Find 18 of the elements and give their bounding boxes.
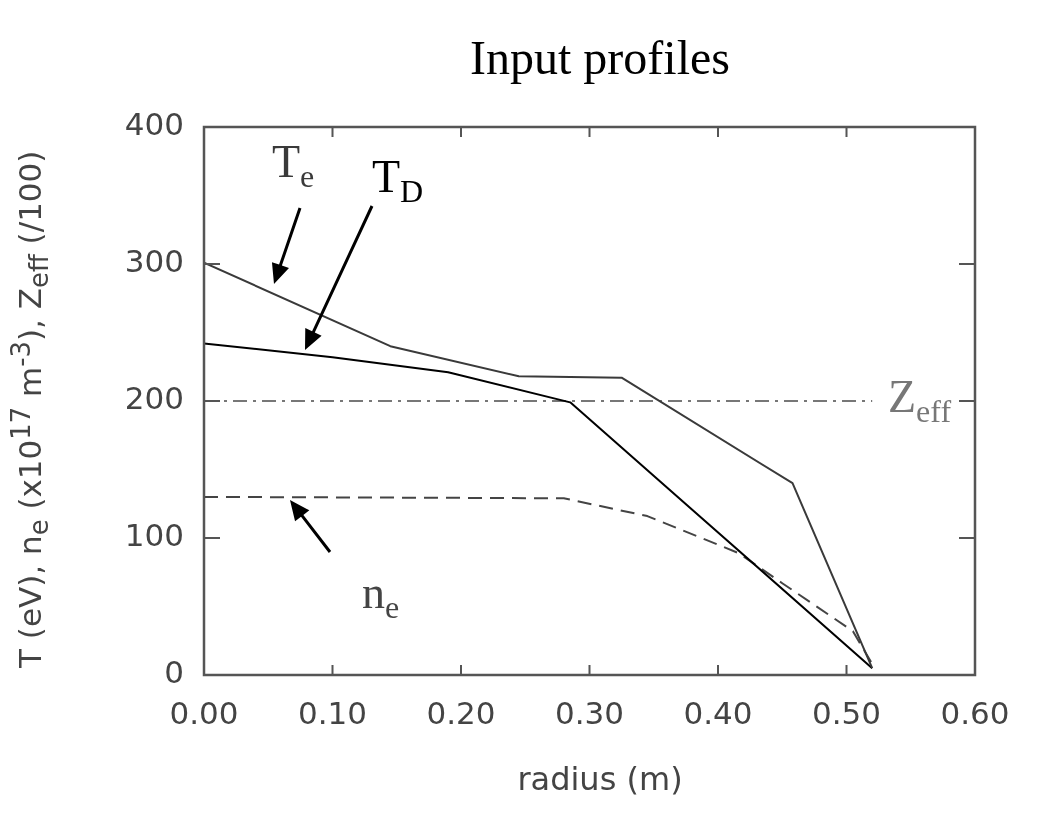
x-tick-label: 0.10 [297,694,368,731]
x-axis-title: radius (m) [516,760,684,798]
x-tick-label: 0.00 [169,694,239,731]
y-tick-label: 200 [124,380,184,417]
y-tick-label: 400 [124,106,184,143]
y-tick-label: 0 [164,654,184,691]
x-tick-label: 0.60 [940,694,1010,731]
x-tick-label: 0.30 [554,694,625,731]
x-tick-label: 0.40 [683,694,753,731]
series-label: n$_{e}$ [362,566,400,627]
x-tick-label: 0.50 [811,694,882,731]
series-label: T$_{e}$ [272,135,315,196]
text: T$_{D}$ [372,150,424,211]
chart-title: Input profiles [469,30,731,85]
y-tick-label: 300 [124,243,184,280]
y-tick-label: 100 [124,517,184,554]
x-tick-label: 0.20 [426,694,496,731]
series-label: Z$_{eff}$ [888,370,952,431]
